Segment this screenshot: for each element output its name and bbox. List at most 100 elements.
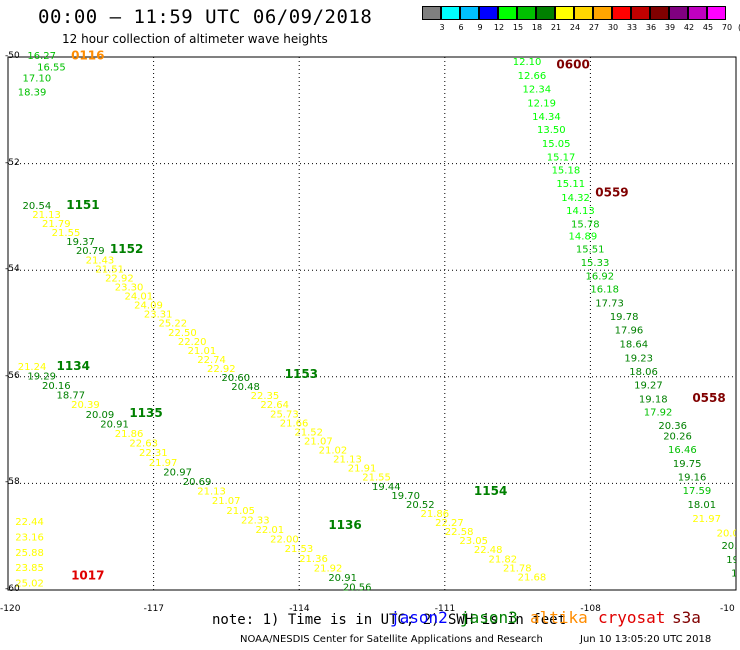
swh-value: 20.91 — [328, 573, 357, 584]
pass-time-label: 1154 — [474, 484, 507, 498]
legend-label: 27 — [588, 23, 600, 32]
swh-value: 15.18 — [552, 166, 581, 177]
satellite-label: altika — [530, 608, 588, 627]
swh-value: 20.09 — [86, 410, 115, 421]
swh-value: 24.09 — [134, 301, 163, 312]
swh-value: 21.68 — [518, 572, 547, 583]
pass-time-label: 1153 — [285, 367, 318, 381]
swh-value: 20.36 — [658, 421, 687, 432]
lon-tick-label: -111 — [434, 604, 456, 614]
lat-tick-label: -56 — [5, 370, 20, 381]
swh-value: 21.78 — [503, 563, 532, 574]
legend-swatch — [555, 6, 574, 20]
pass-time-label: 1151 — [66, 198, 99, 212]
swh-value: 20.69 — [183, 477, 212, 488]
swh-value: 19.27 — [634, 381, 663, 392]
legend-swatch — [574, 6, 593, 20]
legend-swatch — [422, 6, 441, 20]
swh-value: 18.64 — [620, 339, 649, 350]
swh-value: 21.86 — [115, 429, 144, 440]
swh-value: 22.20 — [178, 337, 207, 348]
swh-value: 19.4 — [726, 555, 740, 566]
swh-value: 19.16 — [678, 473, 707, 484]
page-subtitle: 12 hour collection of altimeter wave hei… — [62, 32, 328, 46]
swh-value: 21.24 — [18, 362, 47, 373]
lat-tick-label: -58 — [5, 477, 20, 488]
swh-value: 19.18 — [639, 394, 668, 405]
swh-value: 19.78 — [610, 312, 639, 323]
legend-swatch — [460, 6, 479, 20]
legend-label: 30 — [607, 23, 619, 32]
swh-value: 22.92 — [207, 364, 236, 375]
swh-value: 22.50 — [168, 328, 197, 339]
map-frame — [7, 56, 737, 591]
legend-swatch — [612, 6, 631, 20]
swh-value: 22.58 — [445, 527, 474, 538]
swh-value: 21.13 — [32, 210, 61, 221]
swh-value: 24.01 — [124, 292, 153, 303]
pass-time-label: 1017 — [71, 568, 104, 582]
legend-label: 45 — [702, 23, 714, 32]
swh-value: 17.59 — [683, 486, 712, 497]
swh-value: 21.97 — [149, 458, 178, 469]
lat-tick-label: -52 — [5, 157, 20, 168]
swh-value: 22.92 — [105, 273, 134, 284]
swh-value: 13.50 — [537, 125, 566, 136]
lat-tick-label: -50 — [5, 51, 20, 61]
swh-value: 20.39 — [71, 400, 100, 411]
swh-value: 15.17 — [547, 152, 576, 163]
pass-time-label: 0116 — [71, 49, 104, 63]
satellite-label: s3a — [672, 608, 701, 627]
satellite-label: cryosat — [598, 608, 666, 627]
satellite-label: jason3 — [460, 608, 518, 627]
swh-value: 25.73 — [270, 409, 299, 420]
legend-label: 42 — [683, 23, 695, 32]
swh-value: 23.30 — [115, 282, 144, 293]
swh-value: 21.79 — [42, 219, 71, 230]
lon-tick-label: -114 — [289, 604, 310, 614]
swh-value: 17.73 — [595, 298, 624, 309]
swh-value: 20.60 — [222, 373, 251, 384]
legend-swatch — [536, 6, 555, 20]
swh-value: 21.66 — [280, 418, 309, 429]
swh-value: 12.19 — [527, 99, 556, 110]
legend-swatch — [517, 6, 536, 20]
pass-time-label: 1134 — [57, 359, 90, 373]
swh-value: 21.07 — [304, 436, 333, 447]
swh-value: 22.00 — [270, 535, 299, 546]
swh-value: 15.78 — [571, 220, 600, 231]
swh-value: 21.07 — [212, 496, 241, 507]
legend-label: 24 — [569, 23, 581, 32]
swh-value: 22.33 — [241, 515, 270, 526]
pass-time-label: 1135 — [129, 406, 162, 420]
swh-value: 20.96 — [357, 592, 386, 603]
swh-value: 19.75 — [673, 459, 702, 470]
swh-value: 20.16 — [42, 381, 71, 392]
swh-value: 22.44 — [15, 517, 44, 528]
legend-swatch — [669, 6, 688, 20]
swh-value: 17.10 — [23, 74, 52, 85]
swh-value: 22.63 — [129, 439, 158, 450]
swh-value: 22.74 — [197, 355, 226, 366]
swh-value: 21.82 — [488, 554, 517, 565]
swh-value: 21.51 — [95, 264, 124, 275]
swh-value: 12.10 — [513, 57, 542, 68]
legend-unit: (ft) — [732, 23, 740, 32]
swh-value: 21.43 — [86, 255, 115, 266]
swh-value: 19. — [731, 569, 740, 580]
lon-tick-label: -120 — [0, 604, 21, 614]
legend-label: 18 — [531, 23, 543, 32]
swh-value: 18.01 — [687, 500, 716, 511]
swh-value: 12.66 — [518, 71, 547, 82]
swh-value: 21.01 — [188, 346, 217, 357]
swh-value: 19.29 — [27, 371, 56, 382]
lon-tick-label: -108 — [580, 604, 601, 614]
swh-value: 24.31 — [25, 607, 54, 618]
swh-value: 16.46 — [668, 445, 697, 456]
swh-value: 20.54 — [23, 201, 52, 212]
swh-value: 21.13 — [197, 487, 226, 498]
pass-time-label: 0558 — [692, 391, 725, 405]
swh-value: 21.02 — [319, 446, 348, 457]
pass-time-label: 0559 — [595, 186, 628, 200]
legend-label: 33 — [626, 23, 638, 32]
